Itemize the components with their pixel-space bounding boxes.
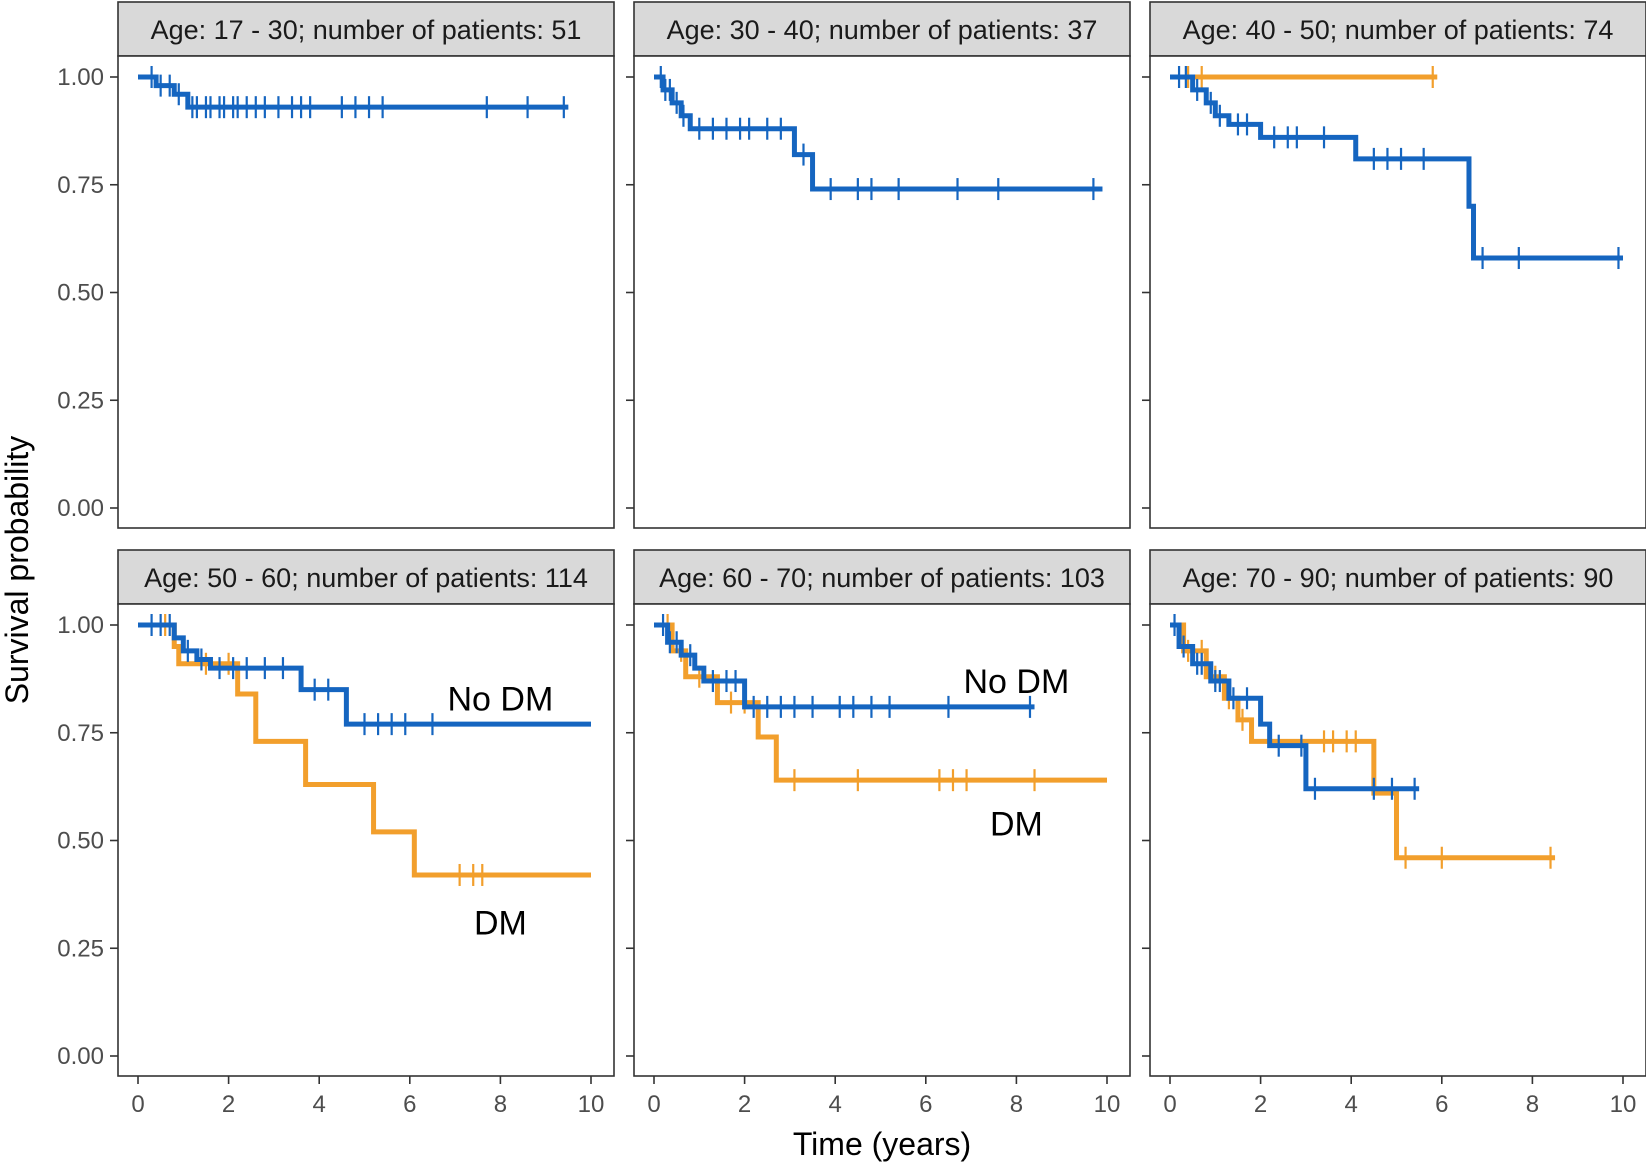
x-tick-label: 10 [1094, 1091, 1121, 1118]
panel-title: Age: 30 - 40; number of patients: 37 [667, 15, 1098, 45]
y-tick-label: 0.00 [57, 495, 104, 522]
panel-title: Age: 70 - 90; number of patients: 90 [1183, 563, 1614, 593]
x-tick-label: 0 [647, 1091, 660, 1118]
curves [654, 66, 1103, 201]
x-tick-label: 2 [1254, 1091, 1267, 1118]
panel-border [1149, 55, 1646, 529]
x-tick-label: 4 [1345, 1091, 1358, 1118]
km-curve-no-dm [1170, 622, 1420, 792]
panel-title: Age: 40 - 50; number of patients: 74 [1183, 15, 1614, 45]
panel-title: Age: 50 - 60; number of patients: 114 [144, 563, 588, 593]
km-curve-no-dm [138, 74, 569, 110]
panel-strip [1149, 549, 1646, 605]
y-axis-title: Survival probability [0, 436, 35, 705]
curve-label: DM [990, 805, 1043, 843]
curve-label: No DM [964, 663, 1070, 701]
curve-label: No DM [448, 680, 554, 718]
km-curve-no-dm [654, 622, 1035, 710]
x-tick-label: 6 [1435, 1091, 1448, 1118]
curve-label: DM [474, 904, 527, 942]
panel-strip [1149, 1, 1646, 57]
panel-strip [633, 549, 1131, 605]
x-tick-label: 2 [222, 1091, 235, 1118]
panel-6: Age: 70 - 90; number of patients: 90 0 2 4 6… [1142, 549, 1646, 1118]
curves [138, 614, 591, 886]
x-tick-label: 6 [403, 1091, 416, 1118]
y-tick-label: 0.00 [57, 1043, 104, 1070]
km-curve-no-dm [138, 622, 591, 727]
x-tick-label: 10 [1610, 1091, 1637, 1118]
panel-strip [117, 1, 615, 57]
y-tick-label: 1.00 [57, 612, 104, 639]
panel-title: Age: 60 - 70; number of patients: 103 [659, 563, 1105, 593]
x-tick-label: 0 [1163, 1091, 1176, 1118]
x-tick-label: 4 [313, 1091, 326, 1118]
x-tick-label: 8 [1010, 1091, 1023, 1118]
y-tick-label: 1.00 [57, 64, 104, 91]
x-axis-title: Time (years) [793, 1126, 971, 1162]
curves [1170, 614, 1556, 869]
y-tick-label: 0.25 [57, 935, 104, 962]
panel-1: Age: 17 - 30; number of patients: 51 1.00… [57, 1, 615, 529]
panel-strip [117, 549, 615, 605]
km-curve-dm [654, 622, 1107, 783]
x-tick-label: 10 [578, 1091, 605, 1118]
curves [1170, 66, 1623, 270]
x-tick-label: 4 [829, 1091, 842, 1118]
panel-title: Age: 17 - 30; number of patients: 51 [151, 15, 582, 45]
panels-group: Age: 17 - 30; number of patients: 51 1.00… [57, 1, 1646, 1118]
y-tick-label: 0.50 [57, 828, 104, 855]
curves [138, 66, 569, 119]
x-tick-label: 8 [494, 1091, 507, 1118]
panel-3: Age: 40 - 50; number of patients: 74 [1142, 1, 1646, 529]
x-tick-label: 6 [919, 1091, 932, 1118]
panel-border [117, 55, 615, 529]
x-tick-label: 8 [1526, 1091, 1539, 1118]
curves [654, 614, 1107, 792]
x-tick-label: 2 [738, 1091, 751, 1118]
y-tick-label: 0.75 [57, 720, 104, 747]
y-tick-label: 0.75 [57, 172, 104, 199]
y-tick-label: 0.50 [57, 280, 104, 307]
y-tick-label: 0.25 [57, 387, 104, 414]
panel-border [633, 55, 1131, 529]
km-curve-no-dm [1170, 74, 1623, 261]
panel-border [117, 603, 615, 1077]
panel-4: Age: 50 - 60; number of patients: 114 1.0… [57, 549, 615, 1118]
x-tick-label: 0 [131, 1091, 144, 1118]
panel-2: Age: 30 - 40; number of patients: 37 [626, 1, 1131, 529]
panel-5: Age: 60 - 70; number of patients: 103 0 2 4… [626, 549, 1131, 1118]
panel-strip [633, 1, 1131, 57]
km-curve-dm [138, 622, 591, 878]
